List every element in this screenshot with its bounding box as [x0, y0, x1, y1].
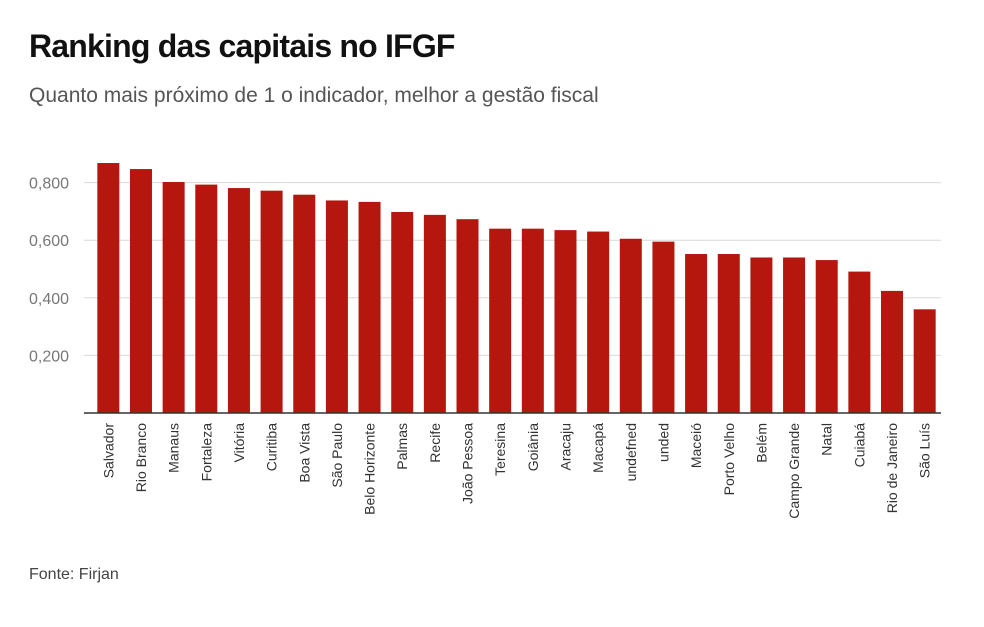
x-tick-label: Recife [427, 423, 443, 463]
x-tick-label: Boa Vista [296, 423, 312, 483]
x-tick-label: Belém [753, 423, 769, 463]
chart-title: Ranking das capitais no IFGF [29, 28, 455, 64]
y-axis-ticks: 0,200 0,400 0,600 0,800 [29, 176, 69, 366]
x-tick-label: Cuiabá [851, 423, 867, 468]
bar [554, 230, 577, 413]
bar [881, 290, 904, 413]
x-tick-label: João Pessoa [460, 423, 476, 504]
y-tick-label: 0,400 [29, 291, 69, 308]
bar [391, 211, 414, 413]
x-tick-label: São Paulo [329, 423, 345, 488]
bar [162, 182, 185, 413]
bar [815, 260, 838, 413]
bar [423, 214, 446, 413]
x-tick-label: Campo Grande [786, 423, 802, 519]
x-tick-label: Rio Branco [133, 423, 149, 492]
bar [587, 231, 610, 413]
bar [129, 169, 152, 413]
x-tick-label: São Luís [917, 423, 933, 478]
bar [456, 219, 479, 413]
x-tick-label: Belo Horizonte [362, 423, 378, 515]
bar [260, 190, 283, 413]
bar [227, 188, 250, 413]
chart-subtitle: Quanto mais próximo de 1 o indicador, me… [29, 84, 599, 107]
x-tick-label: Aracaju [557, 423, 573, 470]
x-axis-labels: Salvador Rio Branco Manaus Fortaleza Vitória… [100, 423, 932, 519]
bar [848, 271, 871, 413]
y-tick-label: 0,800 [29, 176, 69, 193]
x-tick-label: Manaus [166, 423, 182, 473]
x-tick-label: undefned [623, 423, 639, 481]
bar [685, 254, 708, 413]
x-tick-label: Fortaleza [198, 423, 214, 482]
bar [97, 163, 120, 413]
y-tick-label: 0,600 [29, 233, 69, 250]
bar [489, 228, 512, 413]
bar [783, 257, 806, 413]
bar [717, 254, 740, 413]
bar [293, 194, 316, 413]
x-tick-label: Teresina [492, 423, 508, 476]
source-note: Fonte: Firjan [29, 566, 119, 583]
bar [750, 257, 773, 413]
x-tick-label: Macapá [590, 423, 606, 473]
x-tick-label: Palmas [394, 423, 410, 470]
x-tick-label: Maceió [688, 423, 704, 468]
bar [325, 200, 348, 413]
x-tick-label: Porto Velho [721, 423, 737, 496]
bar [521, 228, 544, 413]
bars [97, 163, 936, 413]
y-tick-label: 0,200 [29, 348, 69, 365]
bar [195, 184, 218, 413]
x-tick-label: Natal [819, 423, 835, 456]
bar [652, 241, 675, 413]
bar [913, 309, 936, 413]
x-tick-label: Vitória [231, 423, 247, 463]
bar [619, 238, 642, 413]
bar [358, 201, 381, 413]
x-tick-label: Goiânia [525, 423, 541, 471]
x-tick-label: Rio de Janeiro [884, 423, 900, 513]
x-tick-label: Curitiba [264, 423, 280, 471]
x-tick-label: unded [655, 423, 671, 462]
x-tick-label: Salvador [100, 423, 116, 479]
